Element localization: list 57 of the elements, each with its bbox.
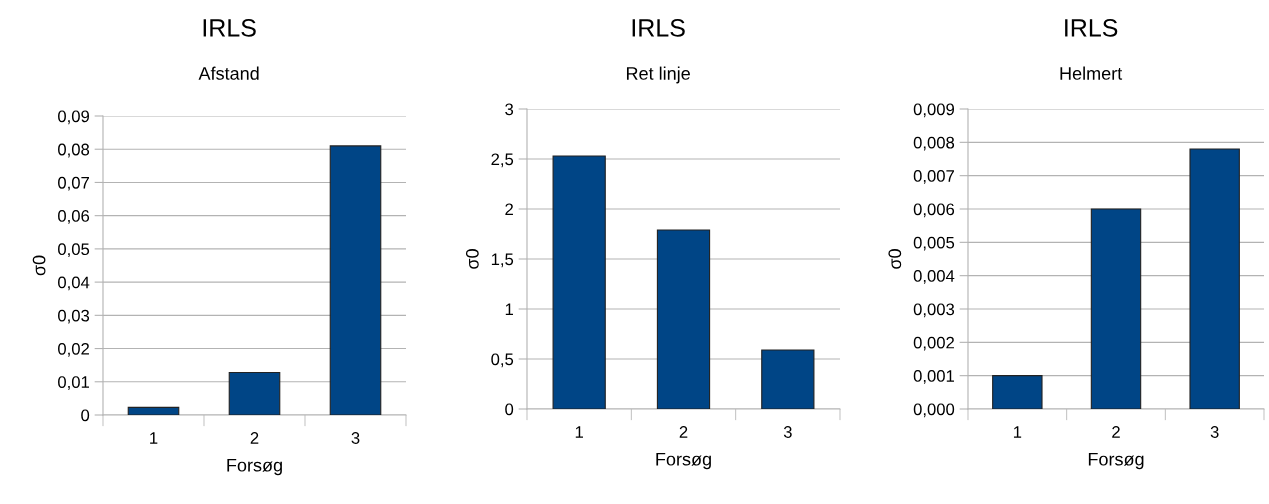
chart-title: IRLS xyxy=(1065,19,1118,37)
chart-subtitle: Helmert xyxy=(1060,66,1123,80)
y-tick-label: 0,09 xyxy=(58,110,90,125)
x-tick-label: 2 xyxy=(679,426,688,438)
bar xyxy=(656,229,711,409)
y-tick-label: 2 xyxy=(505,203,513,216)
y-tick-label: 1,5 xyxy=(491,253,514,268)
y-axis-title: σ0 xyxy=(465,249,479,269)
y-tick-label: 0,005 xyxy=(913,236,955,251)
y-tick-label: 2,5 xyxy=(491,153,514,168)
y-tick-label: 0 xyxy=(505,403,514,416)
x-axis-title: Forsøg xyxy=(656,452,711,470)
y-tick-label: 0,004 xyxy=(913,270,955,284)
y-tick-label: 0,000 xyxy=(913,403,955,418)
y-tick-label: 0,002 xyxy=(913,336,954,351)
x-tick-label: 1 xyxy=(575,426,583,438)
x-tick-label: 3 xyxy=(351,432,360,444)
y-tick-label: 0,01 xyxy=(58,376,89,390)
y-tick-label: 0,07 xyxy=(58,176,89,191)
x-tick-label: 1 xyxy=(150,432,158,444)
y-tick-label: 0,001 xyxy=(913,370,954,384)
y-tick-label: 0,04 xyxy=(58,276,90,291)
y-tick-label: 0,008 xyxy=(913,136,955,151)
y-tick-label: 0,009 xyxy=(913,103,955,118)
y-tick-label: 0,05 xyxy=(58,243,90,258)
bar xyxy=(1189,148,1240,409)
chart-subtitle: Afstand xyxy=(198,66,259,80)
x-tick-label: 2 xyxy=(250,432,259,444)
y-tick-label: 0,003 xyxy=(913,303,955,318)
y-tick-label: 0 xyxy=(81,409,90,422)
x-tick-label: 3 xyxy=(783,426,792,438)
y-tick-label: 1 xyxy=(505,303,513,316)
bar xyxy=(329,145,382,415)
bar xyxy=(992,375,1043,409)
y-tick-label: 0,006 xyxy=(913,203,955,218)
x-tick-label: 3 xyxy=(1210,426,1219,438)
bar xyxy=(1090,208,1142,409)
bar xyxy=(761,349,815,409)
y-axis-title: σ0 xyxy=(32,255,46,276)
y-tick-label: 0,5 xyxy=(491,353,514,368)
bar xyxy=(228,371,281,415)
y-tick-label: 3 xyxy=(505,103,514,116)
chart-subtitle: Ret linje xyxy=(626,66,690,84)
x-tick-label: 2 xyxy=(1112,426,1120,438)
x-axis-title: Forsøg xyxy=(227,458,282,476)
x-axis-title: Forsøg xyxy=(1088,452,1144,470)
y-tick-label: 0,02 xyxy=(58,342,89,357)
bar xyxy=(127,406,180,415)
y-tick-label: 0,08 xyxy=(58,143,90,158)
x-tick-label: 1 xyxy=(1013,426,1022,438)
y-axis-title: σ0 xyxy=(888,249,902,269)
y-tick-label: 0,007 xyxy=(913,170,954,184)
chart-title: IRLS xyxy=(632,19,685,37)
y-tick-label: 0,06 xyxy=(58,210,90,224)
chart-title: IRLS xyxy=(203,19,256,37)
y-tick-label: 0,03 xyxy=(58,309,90,324)
bar xyxy=(552,155,606,409)
